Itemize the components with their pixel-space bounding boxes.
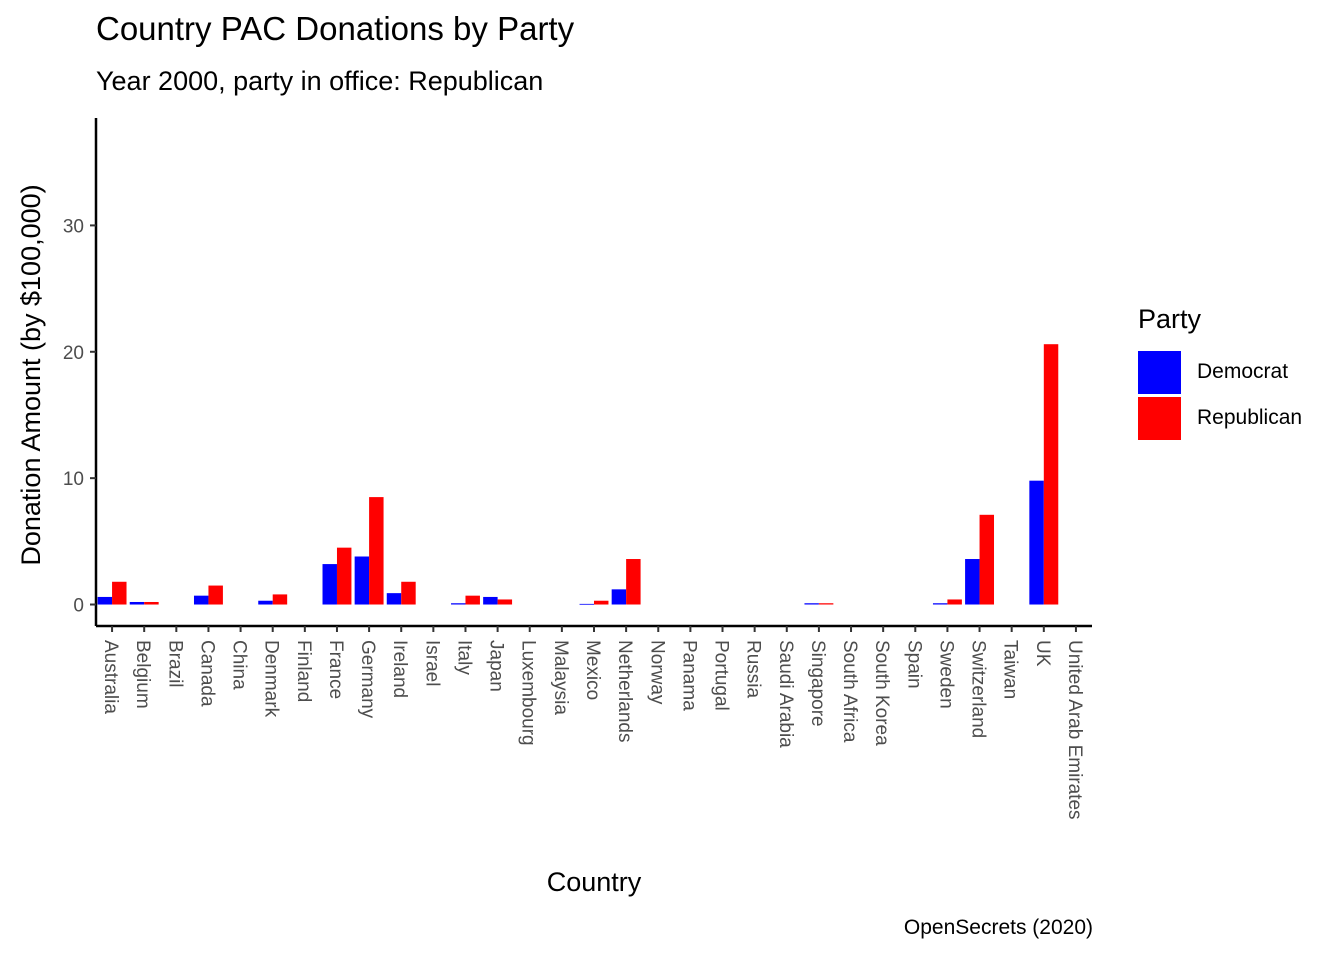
x-tick-label: United Arab Emirates (1064, 640, 1085, 820)
x-tick-label: Luxembourg (518, 640, 539, 746)
x-tick-label: Australia (100, 640, 121, 714)
bar-republican-germany (369, 497, 384, 605)
x-tick-label: Denmark (261, 640, 282, 718)
x-tick-label: Sweden (935, 640, 956, 709)
x-tick-label: Israel (421, 640, 442, 686)
bar-republican-mexico (594, 600, 609, 605)
legend-label-republican: Republican (1197, 406, 1303, 429)
y-tick-label: 30 (63, 216, 84, 237)
bar-democrat-netherlands (611, 589, 627, 605)
bar-republican-canada (208, 585, 223, 605)
x-tick-label: South Korea (871, 640, 892, 746)
chart-title: Country PAC Donations by Party (96, 10, 575, 47)
bar-republican-netherlands (626, 559, 641, 605)
x-tick-label: Switzerland (968, 640, 989, 738)
x-tick-label: Norway (646, 640, 667, 705)
x-tick-label: Ireland (389, 640, 410, 698)
bar-republican-australia (112, 581, 127, 605)
x-tick-label: Singapore (807, 640, 828, 727)
chart-caption: OpenSecrets (2020) (903, 916, 1093, 939)
x-tick-label: China (229, 640, 250, 690)
bar-democrat-italy (451, 603, 466, 605)
bar-republican-belgium (144, 601, 159, 605)
x-tick-label: Malaysia (550, 640, 571, 715)
bar-democrat-ireland (386, 593, 402, 605)
x-tick-label: France (325, 640, 346, 699)
bar-republican-switzerland (979, 514, 995, 605)
axes-layer: 0 10 20 30 Australia Belgium Brazil Canada China… (63, 118, 1092, 820)
bar-republican-sweden (947, 599, 962, 605)
bar-democrat-germany (354, 556, 370, 605)
y-tick-label: 20 (63, 343, 84, 364)
bar-democrat-mexico (579, 603, 594, 605)
x-tick-label: South Africa (839, 640, 860, 743)
bar-republican-uk (1043, 344, 1059, 605)
legend-item-republican: Republican (1138, 395, 1302, 441)
x-tick-label: Finland (293, 640, 314, 702)
bar-republican-italy (465, 595, 480, 605)
x-tick-label: Taiwan (1000, 640, 1021, 699)
x-tick-label: Mexico (582, 640, 603, 700)
y-tick-label: 10 (63, 469, 84, 490)
bar-republican-ireland (401, 581, 416, 605)
bar-democrat-japan (483, 596, 498, 605)
bar-democrat-sweden (932, 603, 948, 605)
bar-republican-japan (497, 599, 513, 605)
x-tick-label: Portugal (711, 640, 732, 711)
bar-democrat-canada (193, 595, 209, 605)
x-tick-label: Brazil (164, 640, 185, 688)
legend-swatch-republican (1138, 396, 1181, 440)
legend-label-democrat: Democrat (1197, 360, 1289, 383)
x-tick-label: Netherlands (614, 640, 635, 742)
x-tick-label: Russia (743, 640, 764, 699)
y-tick-label: 0 (73, 596, 84, 617)
x-tick-label: Saudi Arabia (775, 640, 796, 748)
x-tick-label: Japan (486, 640, 507, 692)
x-tick-label: UK (1032, 640, 1053, 667)
chart-subtitle: Year 2000, party in office: Republican (96, 66, 544, 96)
bar-democrat-switzerland (965, 559, 980, 605)
x-axis-title: Country (547, 867, 642, 897)
bar-democrat-denmark (258, 600, 273, 605)
bar-republican-france (336, 547, 352, 605)
x-tick-label: Spain (903, 640, 924, 689)
legend: Party Democrat Republican (1138, 304, 1302, 441)
bar-democrat-australia (97, 596, 113, 605)
bars-layer (97, 344, 1059, 605)
x-tick-label: Italy (453, 640, 474, 675)
bar-republican-denmark (272, 594, 288, 605)
x-tick-label: Panama (678, 640, 699, 711)
x-tick-label: Canada (196, 640, 217, 707)
x-tick-label: Belgium (132, 640, 153, 709)
bar-republican-singapore (818, 603, 834, 605)
bar-democrat-belgium (129, 601, 145, 605)
x-tick-label: Germany (357, 640, 378, 719)
bar-democrat-uk (1029, 480, 1044, 605)
legend-swatch-democrat (1138, 350, 1181, 394)
legend-item-democrat: Democrat (1138, 349, 1302, 395)
legend-title: Party (1138, 304, 1202, 334)
bar-democrat-singapore (804, 603, 819, 605)
y-axis-title: Donation Amount (by $100,000) (16, 184, 46, 565)
bar-democrat-france (322, 564, 337, 605)
